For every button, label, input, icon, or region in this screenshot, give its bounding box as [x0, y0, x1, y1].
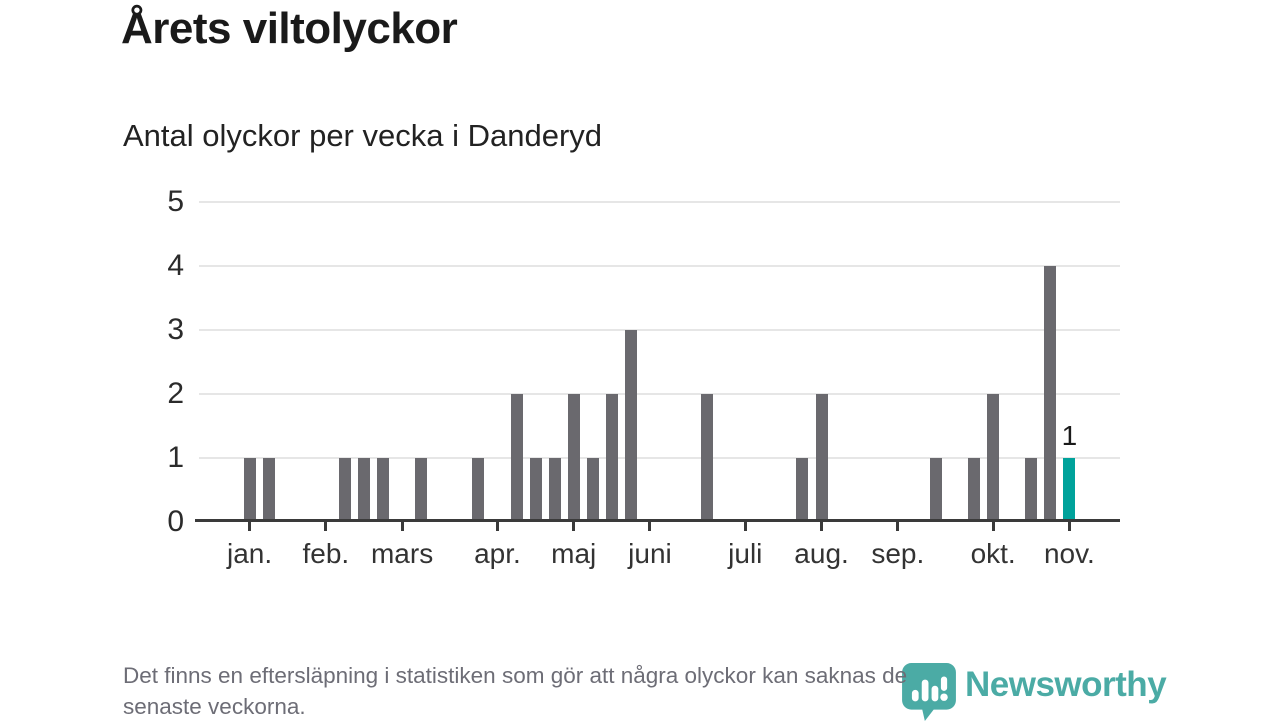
bar [815, 394, 828, 522]
month-label: nov. [1043, 538, 1095, 569]
x-axis-tick [743, 522, 747, 531]
bar [338, 458, 351, 522]
x-axis-tick [991, 522, 995, 531]
month-label: jan. [227, 538, 273, 569]
bar [548, 458, 561, 522]
x-axis-line [195, 519, 1120, 522]
month-label: juli [728, 538, 763, 569]
month-label: mars [370, 538, 434, 569]
month-label: maj [551, 538, 597, 569]
newsworthy-pin-icon [902, 663, 956, 721]
newsworthy-logo: Newsworthy [901, 663, 1167, 721]
month-label: feb. [302, 538, 350, 569]
bar-highlighted [1063, 458, 1076, 522]
bar [1044, 266, 1057, 522]
footnote: Det finns en eftersläpning i statistiken… [123, 660, 1183, 722]
x-axis-tick [648, 522, 652, 531]
x-axis-tick [495, 522, 499, 531]
month-label: apr. [474, 538, 521, 569]
x-axis-tick [248, 522, 252, 531]
x-axis-tick [896, 522, 900, 531]
x-axis-tick [572, 522, 576, 531]
month-label: okt. [970, 538, 1016, 569]
month-label: sep. [871, 538, 925, 569]
bar [1025, 458, 1038, 522]
y-tick-label: 1 [167, 441, 184, 474]
value-label: 1 [1061, 420, 1078, 451]
footnote-line1: Det finns en eftersläpning i statistiken… [123, 663, 908, 688]
bar [987, 394, 1000, 522]
bar [796, 458, 809, 522]
x-axis-tick [1067, 522, 1071, 531]
bar [586, 458, 599, 522]
bar [701, 394, 714, 522]
y-tick-label: 5 [167, 185, 184, 218]
gridline [199, 393, 1120, 395]
newsworthy-logo-text: Newsworthy [965, 665, 1167, 704]
y-tick-label: 2 [167, 377, 184, 410]
chart-subtitle: Antal olyckor per vecka i Danderyd [123, 118, 603, 153]
gridline [199, 329, 1120, 331]
bar [968, 458, 981, 522]
bar [415, 458, 428, 522]
gridline [199, 457, 1120, 459]
bar [472, 458, 485, 522]
x-axis-tick [324, 522, 328, 531]
x-axis-tick [400, 522, 404, 531]
bar [243, 458, 256, 522]
bar [929, 458, 942, 522]
bar [624, 330, 637, 522]
month-label: juni [628, 538, 672, 569]
y-tick-label: 3 [167, 313, 184, 346]
bar [605, 394, 618, 522]
y-tick-label: 0 [167, 505, 184, 538]
month-label: aug. [794, 538, 849, 569]
bar [377, 458, 390, 522]
bar [262, 458, 275, 522]
bar [357, 458, 370, 522]
bar [510, 394, 523, 522]
x-axis-tick [820, 522, 824, 531]
y-tick-label: 4 [167, 249, 184, 282]
gridline [199, 265, 1120, 267]
footnote-line2: senaste veckorna. [123, 694, 306, 719]
bar [567, 394, 580, 522]
bar [529, 458, 542, 522]
gridline [199, 201, 1120, 203]
page-title: Årets viltolyckor [121, 4, 458, 53]
